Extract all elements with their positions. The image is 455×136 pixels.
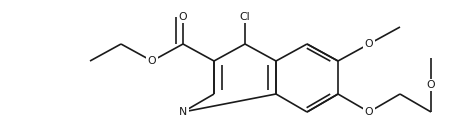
- Text: N: N: [179, 107, 187, 117]
- Text: O: O: [179, 12, 187, 22]
- Text: O: O: [427, 80, 435, 90]
- Text: O: O: [365, 107, 373, 117]
- Text: O: O: [365, 39, 373, 49]
- Text: O: O: [148, 56, 157, 66]
- Text: Cl: Cl: [240, 12, 250, 22]
